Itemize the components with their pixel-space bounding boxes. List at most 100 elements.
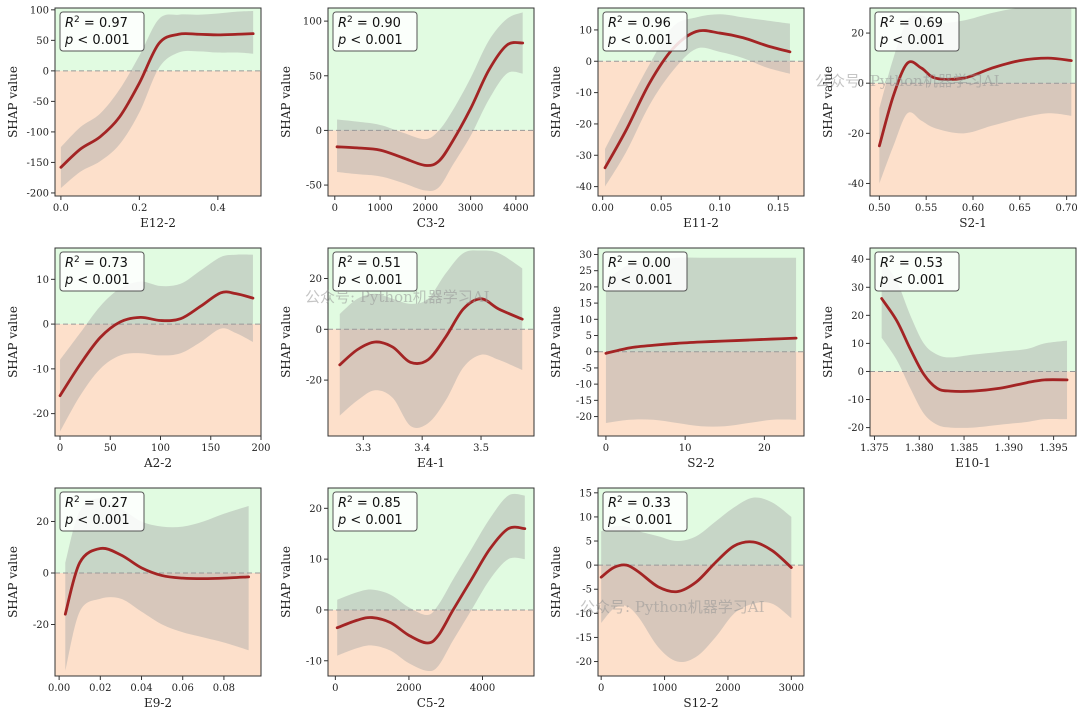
stats-box — [332, 11, 418, 52]
y-axis-label: SHAP value — [279, 306, 293, 378]
x-axis-label: S2-1 — [959, 216, 987, 230]
y-axis-label: SHAP value — [821, 66, 835, 138]
stats-box — [874, 251, 960, 292]
x-axis-label: A2-2 — [143, 456, 172, 470]
negative-region — [598, 61, 804, 197]
x-tick-label: 4000 — [503, 203, 528, 214]
y-tick-label: -15 — [576, 633, 592, 644]
y-axis-label: SHAP value — [821, 306, 835, 378]
y-tick-label: 15 — [579, 299, 592, 310]
r-squared-text: R2 = 0.69 — [880, 15, 943, 31]
stats-box — [874, 11, 960, 52]
y-tick-label: -20 — [848, 423, 864, 434]
panel-a2-2: 0 50 100 150 200 -20 -10 0 10 A2-2 SHAP value R2 = … — [6, 247, 271, 470]
y-tick-label: -10 — [306, 656, 322, 667]
x-tick-label: 150 — [201, 443, 220, 454]
plot-area — [55, 11, 261, 189]
y-tick-label: -10 — [576, 609, 592, 620]
p-value-text: p < 0.001 — [64, 33, 130, 48]
y-tick-label: -30 — [576, 151, 592, 162]
p-value-text: p < 0.001 — [607, 33, 673, 48]
y-tick-label: 0 — [43, 568, 49, 579]
y-tick-label: -40 — [576, 182, 592, 193]
r-squared-text: R2 = 0.33 — [608, 495, 671, 511]
x-axis-label: S2-2 — [687, 456, 715, 470]
y-tick-label: 50 — [309, 71, 322, 82]
x-tick-label: 50 — [104, 443, 117, 454]
y-tick-label: -5 — [582, 363, 592, 374]
x-tick-label: 1.395 — [1039, 443, 1068, 454]
x-tick-label: 2000 — [396, 683, 421, 694]
p-value-text: p < 0.001 — [337, 273, 403, 288]
y-tick-label: 0 — [586, 57, 592, 68]
y-tick-label: 5 — [586, 331, 592, 342]
x-axis-label: S12-2 — [683, 696, 718, 710]
y-tick-label: 0 — [316, 126, 322, 137]
panel-e4-1: 3.3 3.4 3.5 -20 0 20 E4-1 SHAP value R2 = 0.51 p … — [279, 247, 535, 470]
x-tick-label: 0.65 — [1009, 203, 1031, 214]
shap-curve — [877, 56, 1073, 148]
panel-c3-2: 0 1000 2000 3000 4000 -50 0 50 100 C3-2 SHAP value… — [279, 7, 535, 230]
p-value-text: p < 0.001 — [879, 273, 945, 288]
x-tick-label: 1.375 — [860, 443, 889, 454]
x-tick-label: 0 — [332, 683, 338, 694]
x-tick-label: 20 — [758, 443, 771, 454]
confidence-band — [65, 498, 249, 671]
y-tick-label: 10 — [579, 512, 592, 523]
negative-region — [870, 83, 1076, 196]
y-tick-label: 0 — [858, 79, 864, 90]
x-tick-label: 0 — [332, 203, 338, 214]
y-tick-label: -10 — [33, 364, 49, 375]
y-tick-label: -20 — [848, 129, 864, 140]
y-tick-label: -50 — [33, 97, 49, 108]
x-tick-label: 3.4 — [414, 443, 430, 454]
axes-frame — [327, 7, 535, 197]
y-tick-label: 0 — [43, 320, 49, 331]
panel-s2-1: 0.50 0.55 0.60 0.65 0.70 -40 -20 0 20 S2-1 SHAP va… — [821, 7, 1078, 230]
x-axis-label: E4-1 — [417, 456, 445, 470]
stats-box — [59, 11, 145, 52]
y-tick-label: 15 — [579, 488, 592, 499]
y-tick-label: 20 — [36, 517, 49, 528]
x-tick-label: 0.4 — [210, 203, 226, 214]
axes-frame — [54, 487, 262, 677]
x-tick-label: 3000 — [458, 203, 483, 214]
confidence-band — [337, 493, 525, 672]
y-axis-label: SHAP value — [549, 66, 563, 138]
y-tick-label: 0 — [316, 325, 322, 336]
plot-area — [598, 497, 804, 663]
axes-frame — [597, 7, 805, 197]
r-squared-text: R2 = 0.53 — [880, 255, 943, 271]
x-tick-label: 0.10 — [709, 203, 731, 214]
r-squared-text: R2 = 0.73 — [65, 255, 128, 271]
panel-e9-2: 0.00 0.02 0.04 0.06 0.08 -20 0 20 E9-2 SHAP value… — [6, 487, 262, 710]
negative-region — [328, 130, 534, 196]
panel-e10-1: 1.375 1.380 1.385 1.390 1.395 -20 -10 0 10 20 30 40… — [821, 247, 1077, 470]
plot-area — [55, 254, 261, 432]
x-tick-label: 0.00 — [592, 203, 614, 214]
y-tick-label: 20 — [579, 282, 592, 293]
x-tick-label: 1000 — [367, 203, 392, 214]
y-tick-label: -50 — [306, 181, 322, 192]
x-tick-label: 10 — [679, 443, 692, 454]
confidence-band — [879, 8, 1072, 184]
x-tick-label: 0 — [598, 683, 604, 694]
axes-frame — [327, 487, 535, 677]
p-value-text: p < 0.001 — [337, 33, 403, 48]
x-tick-label: 0.70 — [1056, 203, 1078, 214]
plot-area — [598, 14, 804, 187]
y-tick-label: 20 — [309, 274, 322, 285]
shap-curve — [335, 525, 527, 645]
negative-region — [55, 70, 261, 196]
y-tick-label: 0 — [316, 605, 322, 616]
p-value-text: p < 0.001 — [879, 33, 945, 48]
stats-box — [602, 251, 688, 292]
x-axis-label: E9-2 — [144, 696, 172, 710]
y-tick-label: 30 — [579, 250, 592, 261]
x-tick-label: 0.00 — [48, 683, 70, 694]
x-tick-label: 2000 — [413, 203, 438, 214]
x-tick-label: 1.390 — [995, 443, 1024, 454]
x-tick-label: 100 — [151, 443, 170, 454]
x-axis-label: E10-1 — [955, 456, 991, 470]
axes-frame — [54, 247, 262, 437]
